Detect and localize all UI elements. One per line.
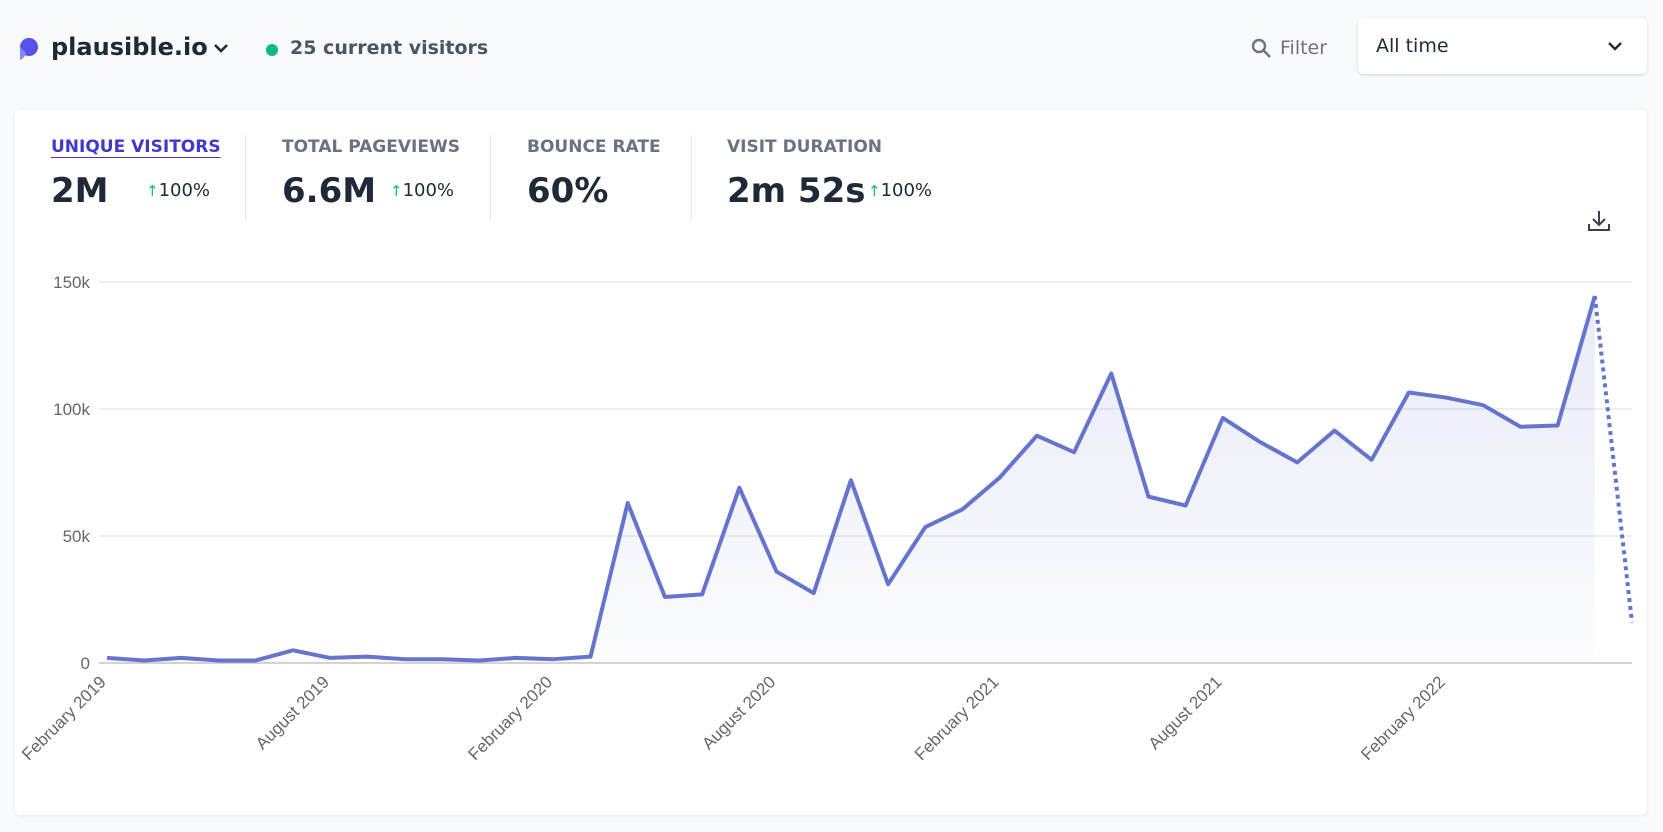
- incomplete-line: [1592, 295, 1634, 623]
- x-tick-label: February 2019: [18, 672, 110, 764]
- metric-change: ↑100%: [390, 180, 455, 201]
- filter-button[interactable]: Filter: [1280, 37, 1328, 59]
- divider: [245, 135, 246, 220]
- period-chevron: [1608, 42, 1622, 51]
- metric-change: ↑100%: [868, 180, 933, 201]
- metric-label[interactable]: UNIQUE VISITORS: [51, 137, 221, 157]
- period-label: All time: [1376, 35, 1449, 57]
- y-tick-label: 150k: [53, 273, 90, 292]
- download-icon[interactable]: [1586, 208, 1612, 234]
- y-tick-label: 50k: [63, 527, 91, 546]
- current-visitors[interactable]: 25 current visitors: [290, 37, 489, 59]
- metric-label[interactable]: BOUNCE RATE: [527, 137, 661, 157]
- area: [107, 295, 1595, 663]
- x-tick-label: February 2021: [911, 672, 1003, 764]
- metric-value: 2m 52s: [727, 171, 866, 211]
- x-tick-label: February 2020: [465, 672, 557, 764]
- y-tick-label: 100k: [53, 400, 90, 419]
- metric-value: 6.6M: [282, 171, 377, 211]
- period-dropdown[interactable]: All time: [1358, 18, 1647, 74]
- x-tick-label: August 2020: [698, 672, 779, 753]
- y-tick-label: 0: [81, 654, 90, 673]
- metric-value: 2M: [51, 171, 109, 211]
- site-chevron[interactable]: [211, 38, 231, 58]
- search-icon[interactable]: [1250, 37, 1274, 61]
- x-tick-label: August 2019: [252, 672, 333, 753]
- metric-change-value: 100%: [880, 180, 933, 201]
- logo: [20, 38, 38, 60]
- divider: [691, 135, 692, 220]
- live-dot: [266, 44, 278, 56]
- divider: [490, 135, 491, 220]
- metric-change-value: 100%: [402, 180, 455, 201]
- metric-change-value: 100%: [158, 180, 211, 201]
- site-name[interactable]: plausible.io: [51, 33, 208, 61]
- metric-change: ↑100%: [146, 180, 211, 201]
- line: [106, 295, 1597, 663]
- metric-label[interactable]: TOTAL PAGEVIEWS: [282, 137, 460, 157]
- chart: 0 50k 100k 150k February 2019 August 2019 Febr…: [18, 273, 1634, 764]
- x-tick-label: February 2022: [1357, 672, 1449, 764]
- metric-label[interactable]: VISIT DURATION: [727, 137, 883, 157]
- x-tick-label: August 2021: [1145, 672, 1226, 753]
- metric-value: 60%: [527, 171, 609, 211]
